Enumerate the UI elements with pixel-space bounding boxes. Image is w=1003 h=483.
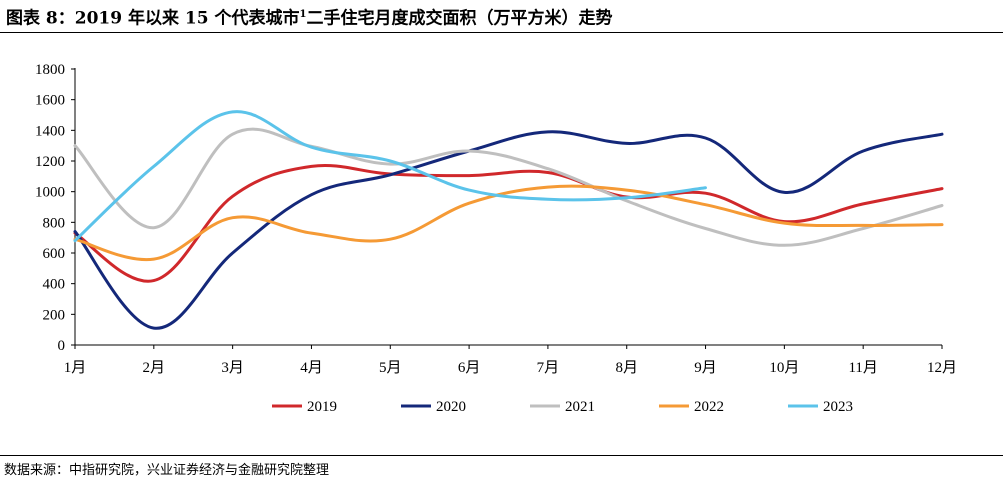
legend-label-2022: 2022 xyxy=(694,399,724,415)
legend-label-2023: 2023 xyxy=(823,399,853,415)
title-main: 图表 8：2019 年以来 15 个代表城市 xyxy=(6,8,300,29)
y-tick-label: 0 xyxy=(58,338,66,354)
title-rest: 二手住宅月度成交面积（万平方米）走势 xyxy=(306,8,613,29)
x-tick-label: 10月 xyxy=(769,360,799,376)
legend-label-2020: 2020 xyxy=(436,399,466,415)
x-tick-label: 7月 xyxy=(537,360,560,376)
chart-axes: 0 200 400 600 800 1000 1200 1400 1600 1800 1月 2月 3月 4… xyxy=(35,62,957,376)
x-tick-label: 2月 xyxy=(143,360,166,376)
x-tick-label: 6月 xyxy=(458,360,481,376)
footer-rule xyxy=(0,455,1003,456)
x-tick-label: 4月 xyxy=(300,360,323,376)
y-tick-label: 1000 xyxy=(35,185,65,201)
series-line-2021 xyxy=(73,127,944,247)
legend-label-2019: 2019 xyxy=(307,399,337,415)
source-note: 数据来源：中指研究院，兴业证券经济与金融研究院整理 xyxy=(4,463,330,478)
x-tick-label: 1月 xyxy=(64,360,87,376)
series-line-2020 xyxy=(73,130,944,330)
y-tick-label: 800 xyxy=(43,215,66,231)
chart-legend: 2019 2020 2021 2022 2023 xyxy=(272,399,853,415)
y-tick-label: 400 xyxy=(43,277,66,293)
title-rule xyxy=(0,32,1003,33)
y-tick-label: 200 xyxy=(43,307,66,323)
chart-title: 图表 8：2019 年以来 15 个代表城市1二手住宅月度成交面积（万平方米）走… xyxy=(6,4,612,30)
x-tick-label: 3月 xyxy=(221,360,244,376)
legend-label-2021: 2021 xyxy=(565,399,595,415)
x-tick-label: 11月 xyxy=(848,360,877,376)
x-tick-label: 9月 xyxy=(694,360,717,376)
chart-lines xyxy=(73,110,944,330)
x-tick-label: 5月 xyxy=(379,360,402,376)
y-tick-label: 1600 xyxy=(35,93,65,109)
y-tick-label: 1400 xyxy=(35,123,65,139)
y-tick-label: 1800 xyxy=(35,62,65,78)
series-line-2023 xyxy=(73,110,707,243)
x-tick-label: 8月 xyxy=(615,360,638,376)
x-tick-label: 12月 xyxy=(927,360,957,376)
y-tick-label: 1200 xyxy=(35,154,65,170)
y-tick-label: 600 xyxy=(43,246,66,262)
title-footnote-marker: 1 xyxy=(299,9,307,20)
